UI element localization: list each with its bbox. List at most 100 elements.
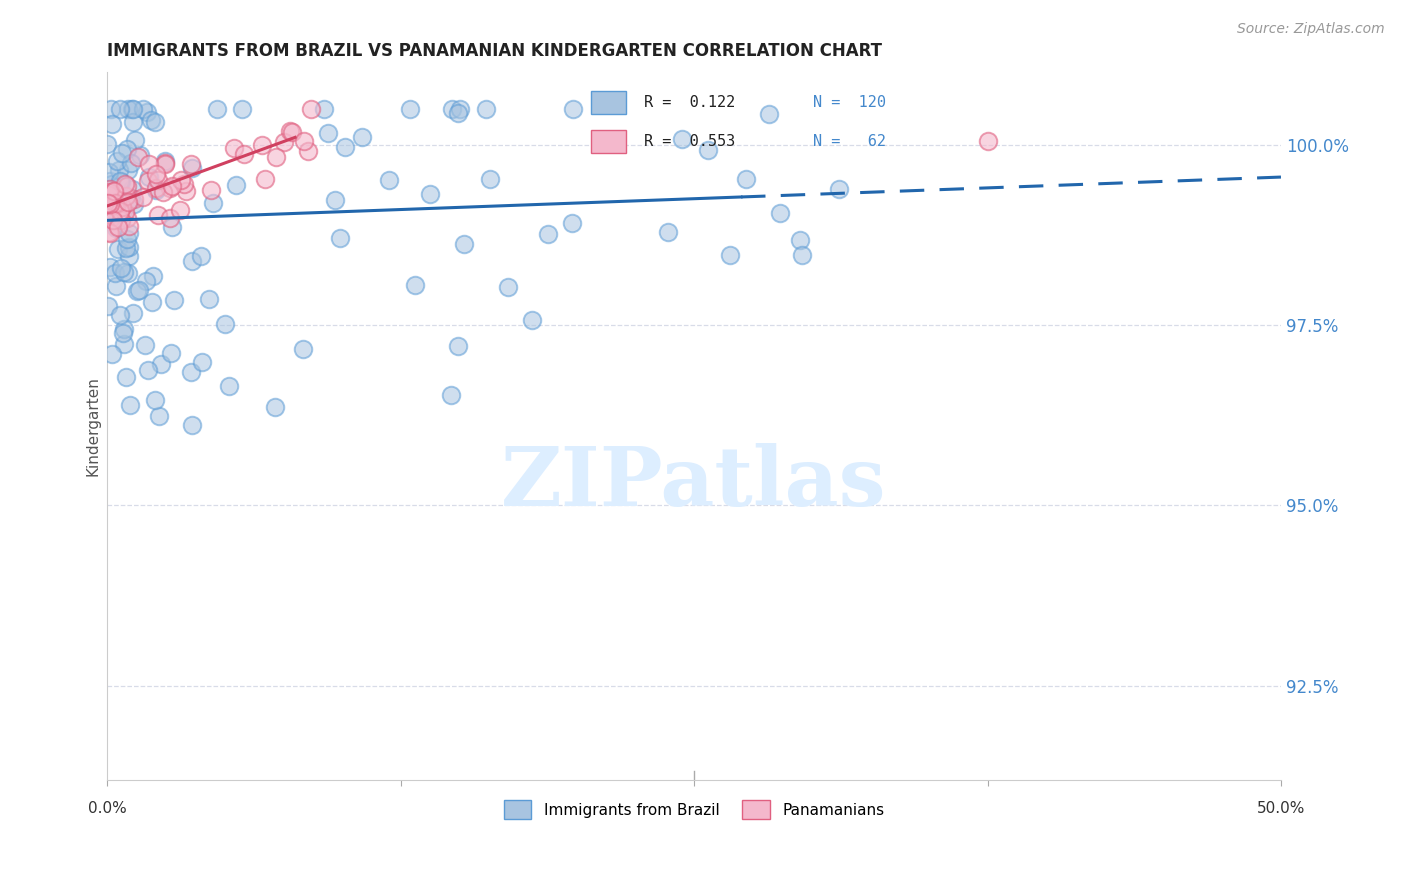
Point (138, 170, 160, 185)
Point (218, 379, 240, 393)
Point (145, 181, 167, 195)
Point (115, 142, 138, 156)
Point (122, 115, 145, 129)
Point (479, 171, 502, 186)
Point (299, 102, 322, 116)
Point (439, 388, 461, 402)
Point (101, 204, 124, 219)
Point (233, 147, 256, 161)
Point (153, 154, 176, 169)
Point (162, 178, 184, 193)
Point (122, 102, 145, 116)
Point (148, 409, 170, 423)
Point (111, 145, 134, 160)
Point (117, 102, 139, 116)
Point (297, 144, 319, 158)
Point (143, 392, 166, 407)
Point (117, 163, 139, 178)
Point (117, 211, 139, 226)
Point (97, 225, 120, 239)
Point (769, 206, 792, 220)
Point (115, 189, 138, 203)
Point (159, 181, 181, 195)
Point (136, 363, 159, 377)
Point (97, 299, 120, 313)
Text: IMMIGRANTS FROM BRAZIL VS PANAMANIAN KINDERGARTEN CORRELATION CHART: IMMIGRANTS FROM BRAZIL VS PANAMANIAN KIN… (107, 42, 882, 60)
Point (98, 182, 121, 196)
Point (174, 184, 197, 198)
Point (101, 177, 124, 191)
Point (447, 105, 470, 120)
Point (696, 143, 718, 157)
Point (325, 193, 347, 207)
Point (107, 219, 129, 234)
Point (120, 191, 142, 205)
Point (96, 136, 118, 151)
Point (136, 105, 159, 120)
Point (160, 220, 183, 235)
Point (101, 347, 124, 361)
Point (173, 177, 195, 191)
Point (121, 102, 143, 116)
Point (98, 196, 121, 211)
Point (118, 193, 141, 207)
Point (231, 102, 253, 116)
Point (121, 182, 143, 196)
Point (108, 211, 131, 225)
Point (115, 179, 138, 194)
Point (138, 157, 160, 171)
Point (278, 124, 301, 138)
Point (101, 197, 124, 211)
Point (264, 401, 287, 415)
Point (97, 185, 120, 199)
Point (103, 184, 125, 198)
Point (104, 266, 127, 280)
Point (110, 203, 132, 218)
Point (335, 140, 357, 154)
Point (180, 161, 202, 175)
Point (191, 355, 214, 369)
Point (104, 278, 127, 293)
Text: 50.0%: 50.0% (1257, 801, 1305, 816)
Point (134, 337, 156, 351)
Point (141, 294, 163, 309)
Point (735, 171, 758, 186)
Point (139, 112, 162, 127)
Point (281, 125, 304, 139)
Point (264, 150, 287, 164)
Point (180, 253, 202, 268)
Point (404, 277, 426, 292)
Point (108, 174, 131, 188)
Y-axis label: Kindergarten: Kindergarten (86, 376, 100, 476)
Point (447, 339, 470, 353)
Point (118, 249, 141, 263)
Point (100, 211, 122, 226)
Point (828, 182, 851, 196)
Point (758, 107, 780, 121)
Point (112, 337, 135, 351)
Point (153, 157, 176, 171)
Point (145, 183, 167, 197)
Point (128, 148, 150, 162)
Point (190, 249, 212, 263)
Point (135, 274, 157, 288)
Point (98, 165, 121, 179)
Point (449, 102, 471, 116)
Point (222, 141, 245, 155)
Point (114, 177, 136, 191)
Point (378, 172, 401, 186)
Point (152, 185, 174, 199)
Point (118, 240, 141, 254)
Point (398, 102, 420, 116)
Point (253, 171, 276, 186)
Point (292, 134, 315, 148)
Point (114, 204, 136, 219)
Point (214, 317, 236, 331)
Point (112, 203, 135, 218)
Point (453, 236, 475, 251)
Point (122, 306, 145, 320)
Point (110, 308, 132, 322)
Point (312, 102, 335, 116)
Point (329, 231, 352, 245)
Point (110, 212, 132, 227)
